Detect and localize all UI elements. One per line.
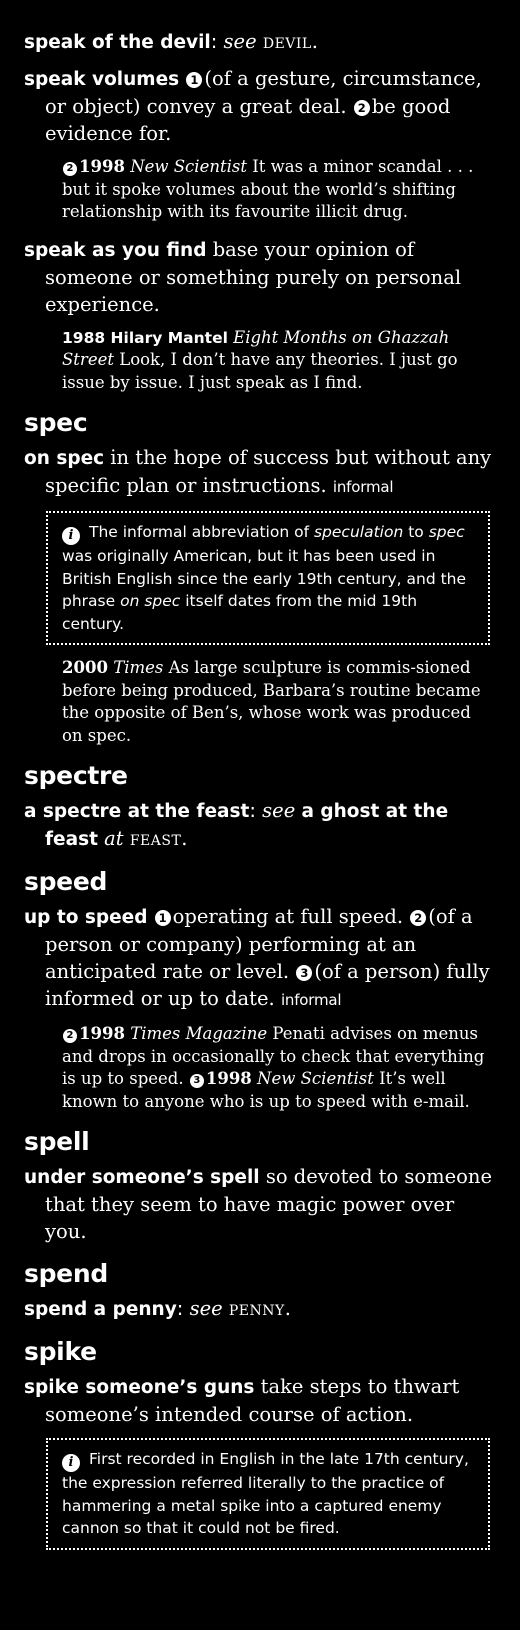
definition: base your opinion of someone or somethin… [45, 237, 462, 316]
cross-reference-phrase[interactable]: a ghost at the feast [45, 801, 449, 850]
idiom-phrase: speak as you find [24, 239, 207, 261]
entry-under-someones-spell: under someone’s spell so devoted to some… [24, 1163, 498, 1245]
quotation-source: New Scientist [257, 1069, 374, 1088]
quotation-source: New Scientist [130, 157, 247, 176]
definition: so devoted to someone that they seem to … [45, 1165, 493, 1243]
headword: spike [24, 1337, 97, 1366]
entry-spend-a-penny: spend a penny: see penny. [24, 1297, 291, 1320]
see-label: see [223, 30, 257, 53]
see-label: see [189, 1297, 223, 1320]
register-label: informal [332, 478, 394, 496]
entry-speak-as-you-find: speak as you find base your opinion of s… [24, 236, 498, 318]
entry-up-to-speed: up to speed 1 operating at full speed. 2(… [24, 903, 498, 1014]
quotation-text: It was a minor scandal . . . but it spok… [62, 157, 474, 221]
entry-speak-of-the-devil: speak of the devil: see devil. [24, 30, 318, 53]
definition: (of a gesture, circumstance, or object) … [45, 67, 482, 118]
sense-number-icon: 2 [410, 910, 427, 926]
register-label: informal [280, 991, 342, 1009]
info-icon: i [62, 1454, 80, 1472]
quotation-source: Eight Months on Ghazzah Street [62, 327, 450, 370]
cross-reference[interactable]: penny [228, 1297, 285, 1320]
quotation-year: 1998 [205, 1069, 252, 1088]
usage-note: i The informal abbreviation of speculatio… [46, 511, 490, 645]
quotation-source: Times Magazine [130, 1024, 268, 1043]
headword: spectre [24, 761, 128, 790]
quotation-year: 1998 [79, 157, 125, 176]
idiom-phrase: spend a penny [24, 1299, 177, 1320]
cross-reference[interactable]: feast [129, 827, 182, 850]
sense-number-icon: 1 [154, 910, 171, 926]
quotation: 2 1998 New Scientist It was a minor scand… [62, 156, 494, 224]
quotation-source: Times [113, 658, 164, 677]
quotation-text: Look, I don’t have any theories. I just … [62, 350, 458, 392]
idiom-phrase: spike someone’s guns [24, 1377, 255, 1398]
info-icon: i [62, 527, 80, 545]
definition: take steps to thwart someone’s intended … [45, 1375, 460, 1426]
sense-number-icon: 3 [189, 1074, 204, 1088]
quotation: 1988 Hilary Mantel Eight Months on Ghazz… [62, 327, 494, 395]
entry-speak-volumes: speak volumes 1 (of a gesture, circumstan… [24, 65, 498, 147]
definition: operating at full speed. [172, 905, 404, 928]
definition: (of a person or company) performing at a… [45, 905, 473, 983]
sense-number-icon: 2 [63, 1029, 77, 1043]
sense-number-icon: 2 [353, 100, 370, 116]
quotation-text: It’s well known to anyone who is up to s… [62, 1069, 470, 1111]
sense-number-icon: 3 [296, 965, 313, 981]
entry-spike-someones-guns: spike someone’s guns take steps to thwar… [24, 1373, 498, 1428]
headword: spell [24, 1127, 90, 1156]
entry-on-spec: on spec in the hope of success but witho… [24, 444, 498, 501]
see-label: see [262, 799, 296, 822]
quotation-year: 2000 [62, 658, 108, 677]
quotation-author: 1988 Hilary Mantel [62, 328, 228, 347]
idiom-phrase: a spectre at the feast [24, 801, 250, 822]
quotation-text: As large sculpture is commis-sioned befo… [62, 658, 481, 745]
idiom-phrase: speak volumes [24, 69, 180, 90]
headword: spend [24, 1259, 108, 1288]
headword: speed [24, 867, 108, 896]
sense-number-icon: 1 [186, 72, 203, 88]
entry-spectre-at-the-feast: a spectre at the feast: see a ghost at t… [24, 799, 449, 850]
definition: (of a person) fully informed or up to da… [45, 960, 490, 1010]
cross-reference[interactable]: devil [262, 30, 312, 53]
sense-number-icon: 2 [63, 162, 77, 176]
idiom-phrase: speak of the devil [24, 32, 211, 53]
headword: spec [24, 408, 88, 437]
idiom-phrase: on spec [24, 448, 105, 469]
usage-note: i First recorded in English in the late 1… [46, 1438, 490, 1550]
quotation-text: Penati advises on menus and drops in occ… [62, 1024, 485, 1088]
quotation-year: 1998 [79, 1024, 125, 1043]
definition: be good evidence for. [45, 95, 451, 145]
quotation: 2000 Times As large sculpture is commis-… [62, 657, 494, 747]
idiom-phrase: under someone’s spell [24, 1167, 260, 1188]
definition: in the hope of success but without any s… [45, 446, 492, 497]
quotation: 2 1998 Times Magazine Penati advises on m… [62, 1023, 494, 1113]
idiom-phrase: up to speed [24, 907, 148, 928]
